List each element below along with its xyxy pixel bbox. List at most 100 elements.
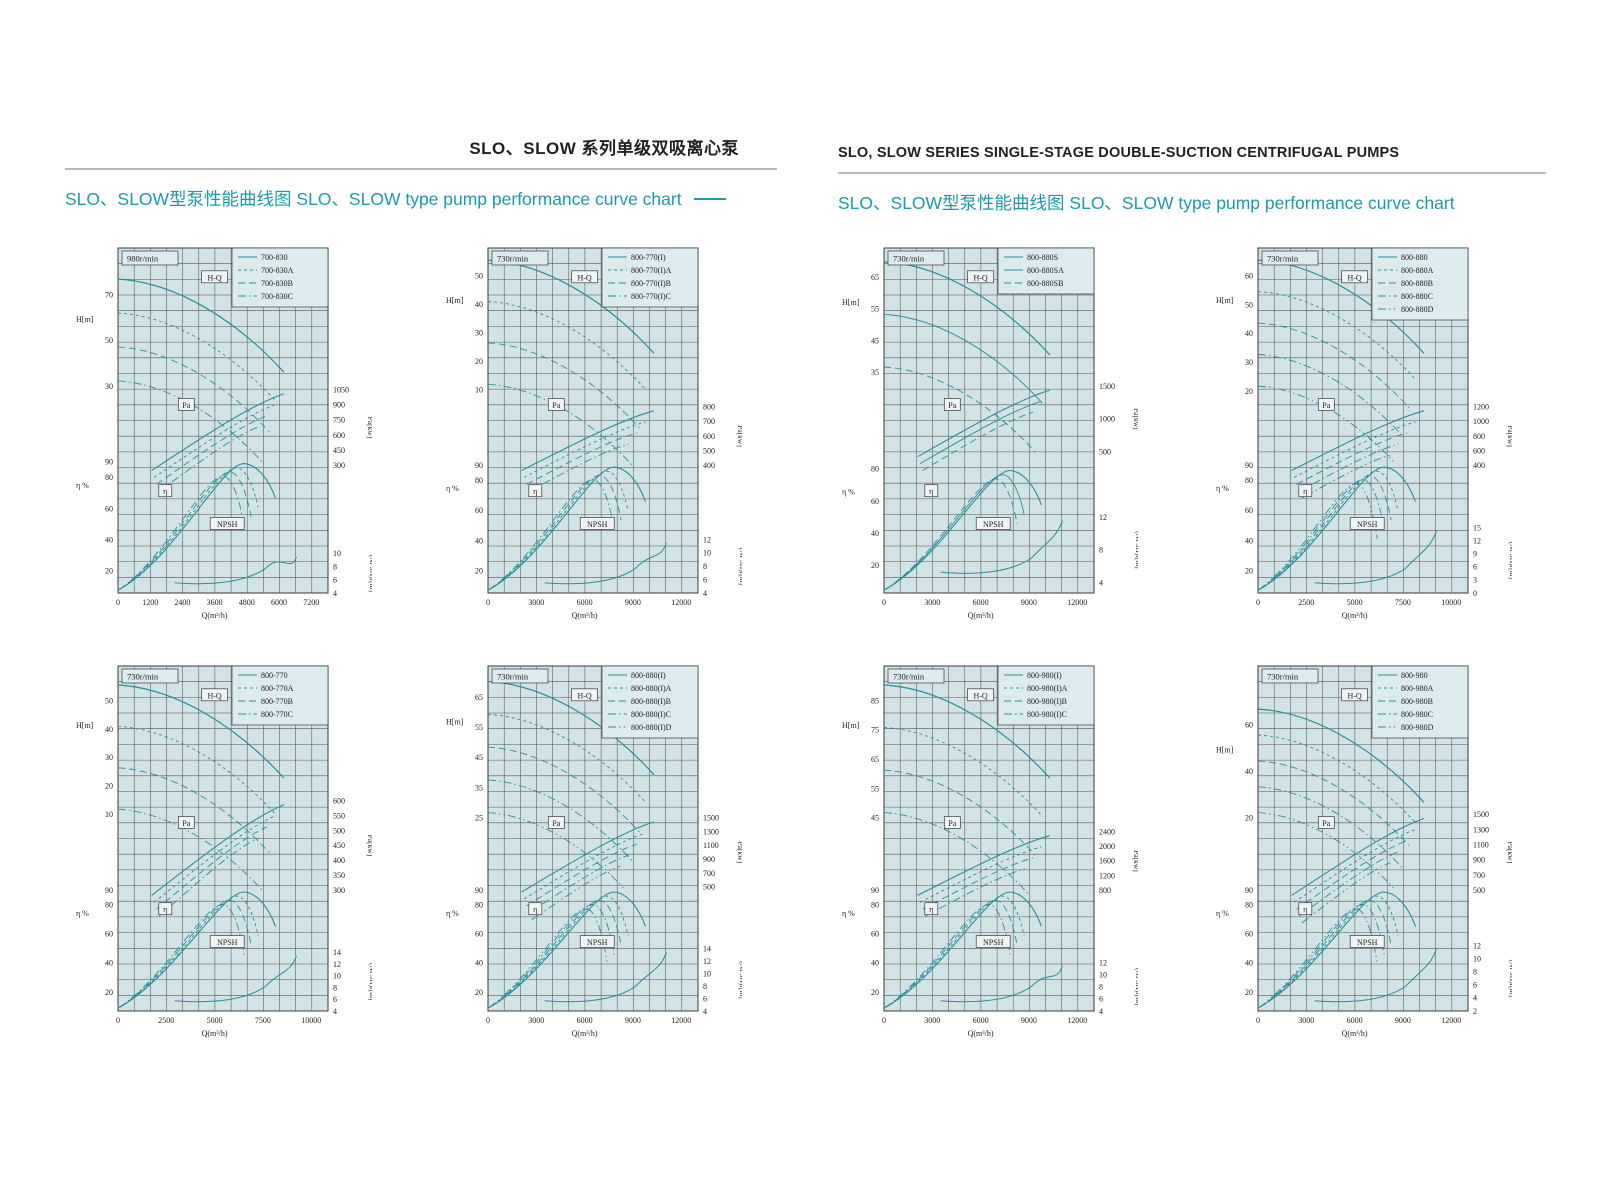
svg-text:H-Q: H-Q [207,691,221,700]
npsh-curve [174,955,297,1003]
pa-curve [523,421,646,478]
eta-label-box: η [1298,484,1313,498]
x-axis-label: Q(m³/h) [202,611,228,620]
h-tick-label: 30 [105,753,113,762]
x-tick-label: 2500 [1298,598,1314,607]
eta-tick-label: 90 [105,458,113,467]
pa-axis-label: Pa[kw] [366,835,372,857]
pa-tick-label: 450 [333,841,345,850]
pa-curve [523,832,646,900]
eta-curve [118,467,259,590]
legend: 700-830 700-830A 700-830B 700-830C [231,247,329,308]
x-axis-label: Q(m³/h) [572,1029,598,1038]
h-axis-label: H[m] [1216,745,1234,754]
h-tick-label: 65 [871,755,879,764]
pa-curve [526,432,638,485]
x-tick-label: 10000 [301,1016,321,1025]
right-page-title: SLO, SLOW SERIES SINGLE-STAGE DOUBLE-SUC… [838,145,1400,161]
chart-svg: 730r/min 800-880(I) 800-880(I)A 800-880(I)B… [446,665,747,1038]
pa-curve [153,404,276,478]
eta-tick-label: 60 [1245,506,1253,515]
npsh-label-box: NPSH [579,935,615,948]
eta-curve [1258,470,1399,590]
eta-tick-label: 20 [1245,988,1253,997]
pa-curve [1291,817,1425,896]
eta-curve [884,899,1018,1008]
eta-tick-label: 80 [1245,476,1253,485]
hq-curve [1257,291,1417,381]
x-tick-label: 0 [882,598,886,607]
npsh-tick-label: 3 [1473,576,1477,585]
x-tick-label: 5000 [207,1016,223,1025]
npsh-tick-label: 8 [333,562,337,571]
svg-text:η: η [163,905,167,914]
eta-axis-label: η % [446,484,459,493]
svg-text:η: η [929,487,933,496]
legend-label: 800-880(I)C [631,710,671,719]
x-tick-label: 0 [1256,598,1260,607]
pa-tick-label: 2000 [1099,842,1115,851]
pa-label-box: Pa [177,398,195,411]
npsh-label-box: NPSH [209,517,245,530]
pa-axis-label: Pa[kw] [1506,425,1512,447]
hq-curve [1257,812,1395,890]
x-tick-label: 3000 [1298,1016,1314,1025]
speed-label: 730r/min [893,672,925,682]
pump-performance-chart-8: 730r/min 800-980 800-980A 800-980B 800-980C 8… [1212,658,1517,1056]
svg-text:H-Q: H-Q [1347,691,1361,700]
pa-curve [1293,829,1416,903]
npsh-label-box: NPSH [579,517,615,530]
pa-tick-label: 550 [333,811,345,820]
eta-curve [488,903,615,1008]
h-tick-label: 40 [1245,767,1253,776]
x-axis-label: Q(m³/h) [572,611,598,620]
eta-curve [118,903,245,1008]
h-tick-label: 35 [871,368,879,377]
legend-label: 800-980D [1401,723,1434,732]
pa-curve [1296,840,1408,910]
pa-curve [917,389,1051,458]
eta-tick-label: 60 [475,930,483,939]
eta-tick-label: 40 [1245,536,1253,545]
npsh-tick-label: 12 [703,957,711,966]
hq-label-box: H-Q [1341,270,1368,284]
speed-label: 980r/min [127,254,159,264]
eta-tick-label: 60 [475,506,483,515]
speed-box: 730r/min [1261,250,1319,266]
npsh-curve [544,542,667,585]
npsh-tick-label: 6 [1473,981,1477,990]
legend-label: 800-770A [261,684,294,693]
left-page-header: SLO、SLOW 系列单级双吸离心泵 SLO、SLOW型泵性能曲线图 SLO、S… [65,138,777,211]
x-tick-label: 5000 [1347,598,1363,607]
eta-axis-label: η % [1216,484,1229,493]
legend-label: 800-880(I) [631,671,666,680]
grid-lines [118,248,328,593]
eta-tick-label: 90 [871,886,879,895]
h-axis-label: H[m] [446,296,464,305]
pa-tick-label: 500 [1099,447,1111,456]
hq-curve [883,812,1029,894]
pa-axis-label: Pa[kw] [736,425,742,447]
pa-curve [526,843,638,907]
h-tick-label: 40 [105,725,113,734]
eta-tick-label: 80 [105,901,113,910]
eta-curve [884,474,1025,590]
npsh-axis-label: (NPSH)r[m] [1134,968,1138,1006]
legend-label: 700-830C [261,292,293,301]
npsh-curve [1314,530,1437,585]
h-tick-label: 55 [871,305,879,314]
pa-tick-label: 900 [1473,856,1485,865]
pa-axis-label: Pa[kw] [1506,841,1512,863]
legend-label: 800-980(I)A [1027,684,1068,693]
npsh-tick-label: 6 [1473,563,1477,572]
left-page-title: SLO、SLOW 系列单级双吸离心泵 [469,139,739,158]
eta-curve [488,891,647,1009]
h-tick-label: 40 [1245,329,1253,338]
pump-performance-chart-1: 980r/min 700-830 700-830A 700-830B 700-830C H… [72,240,377,638]
h-tick-label: 55 [871,784,879,793]
svg-text:η: η [533,905,537,914]
curves [487,680,667,1009]
x-tick-label: 6000 [973,598,989,607]
pa-curve [919,400,1042,464]
right-section-subtitle: SLO、SLOW型泵性能曲线图 SLO、SLOW type pump perfo… [838,190,1546,215]
